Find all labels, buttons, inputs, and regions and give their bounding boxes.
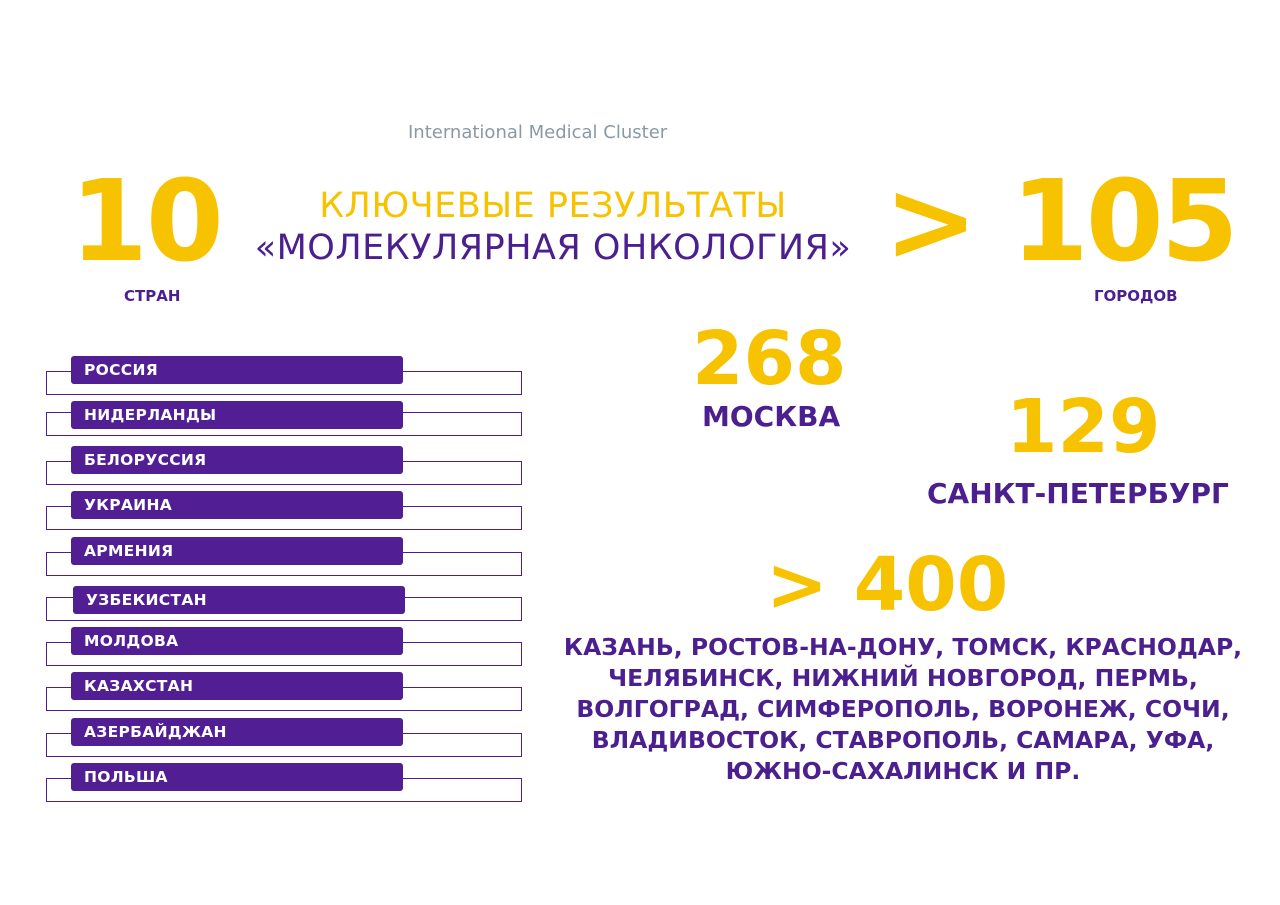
cities-line: КАЗАНЬ, РОСТОВ-НА-ДОНУ, ТОМСК, КРАСНОДАР…: [563, 633, 1243, 661]
country-item: БЕЛОРУССИЯ: [71, 446, 403, 474]
country-item: АЗЕРБАЙДЖАН: [71, 718, 403, 746]
countries-label: СТРАН: [124, 287, 181, 305]
cities-count: > 105: [884, 157, 1239, 287]
title-line-2: «МОЛЕКУЛЯРНАЯ ОНКОЛОГИЯ»: [254, 228, 852, 268]
cities-line: ЮЖНО-САХАЛИНСК И ПР.: [725, 757, 1081, 785]
organization-name: International Medical Cluster: [408, 122, 668, 143]
country-item: МОЛДОВА: [71, 627, 403, 655]
country-item: УКРАИНА: [71, 491, 403, 519]
cities-line: ВЛАДИВОСТОК, СТАВРОПОЛЬ, САМАРА, УФА,: [591, 726, 1215, 754]
spb-label: САНКТ-ПЕТЕРБУРГ: [927, 477, 1229, 510]
moscow-count: 268: [692, 316, 847, 402]
country-item: УЗБЕКИСТАН: [73, 586, 405, 614]
country-item: АРМЕНИЯ: [71, 537, 403, 565]
cities-label: ГОРОДОВ: [1094, 287, 1178, 305]
cities-line: ЧЕЛЯБИНСК, НИЖНИЙ НОВГОРОД, ПЕРМЬ,: [608, 664, 1198, 692]
country-item: КАЗАХСТАН: [71, 672, 403, 700]
cities-line: ВОЛГОГРАД, СИМФЕРОПОЛЬ, ВОРОНЕЖ, СОЧИ,: [576, 695, 1230, 723]
spb-count: 129: [1006, 384, 1161, 470]
other-cities-list: КАЗАНЬ, РОСТОВ-НА-ДОНУ, ТОМСК, КРАСНОДАР…: [548, 632, 1258, 787]
country-item: РОССИЯ: [71, 356, 403, 384]
country-item: НИДЕРЛАНДЫ: [71, 401, 403, 429]
countries-count: 10: [70, 157, 224, 287]
title-line-1: КЛЮЧЕВЫЕ РЕЗУЛЬТАТЫ: [319, 186, 787, 226]
moscow-label: МОСКВА: [702, 400, 841, 433]
country-item: ПОЛЬША: [71, 763, 403, 791]
other-cities-count: > 400: [766, 542, 1009, 628]
